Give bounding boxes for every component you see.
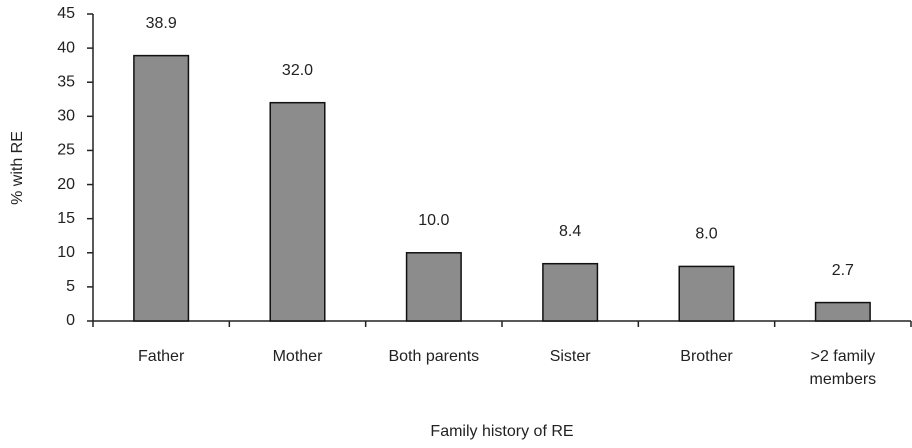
y-tick-label: 10 (57, 244, 75, 261)
value-label: 8.0 (695, 226, 717, 243)
y-tick-label: 15 (57, 210, 75, 227)
y-tick-label: 25 (57, 142, 75, 159)
x-tick-label: Sister (549, 348, 591, 365)
bar (405, 252, 462, 322)
y-tick-label: 35 (57, 73, 75, 90)
y-axis-title: % with RE (9, 131, 26, 205)
bar (678, 265, 735, 322)
y-tick-label: 20 (57, 176, 75, 193)
x-tick-label: Brother (680, 348, 733, 365)
value-label: 38.9 (146, 15, 177, 32)
bar (542, 262, 599, 322)
x-axis-title: Family history of RE (430, 423, 573, 440)
value-label: 10.0 (418, 212, 449, 229)
value-label: 32.0 (282, 62, 313, 79)
x-tick-label: >2 family members (809, 348, 877, 388)
y-tick-label: 30 (57, 108, 75, 125)
value-label: 8.4 (559, 223, 581, 240)
bar (269, 101, 326, 322)
bar (814, 301, 871, 322)
value-label: 2.7 (832, 262, 854, 279)
bar (133, 54, 190, 322)
y-tick-label: 0 (66, 312, 75, 329)
y-tick-label: 40 (57, 39, 75, 56)
x-tick-label: Both parents (388, 348, 480, 365)
x-tick-label: Father (138, 348, 185, 365)
x-tick-label: Mother (272, 348, 323, 365)
y-tick-label: 45 (57, 5, 75, 22)
y-tick-label: 5 (66, 278, 75, 295)
